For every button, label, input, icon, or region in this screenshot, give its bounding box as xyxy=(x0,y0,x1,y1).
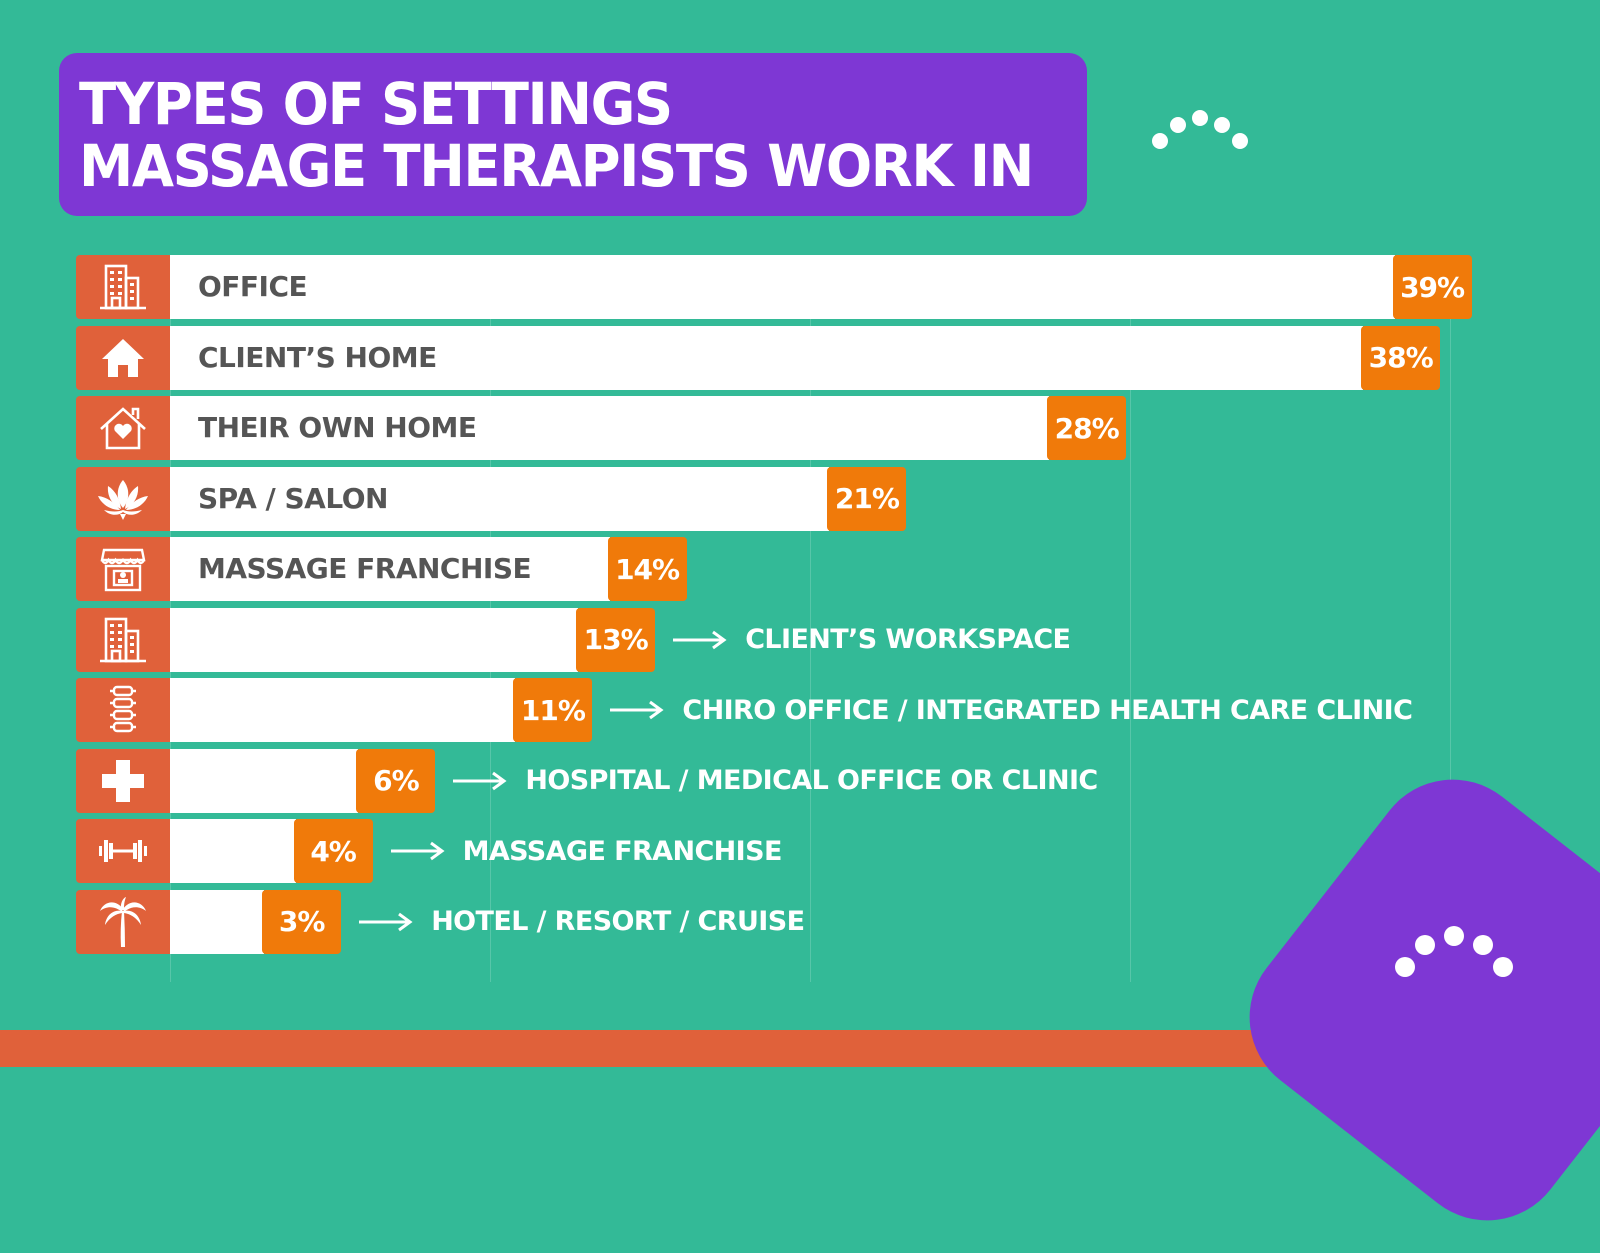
bar-label: CLIENT’S HOME xyxy=(198,340,437,374)
dumbbell-icon xyxy=(99,840,147,862)
arrow-right-icon xyxy=(673,630,727,649)
home-icon xyxy=(102,338,144,377)
value-badge: 39% xyxy=(1392,255,1472,319)
bar-label: THEIR OWN HOME xyxy=(198,411,477,444)
annotation-label: MASSAGE FRANCHISE xyxy=(462,835,783,867)
bar-label: SPA / SALON xyxy=(198,481,388,515)
row-icon-box xyxy=(76,255,170,319)
bar-label: MASSAGE FRANCHISE xyxy=(198,552,532,585)
storefront-icon xyxy=(100,548,146,592)
title-line-1: TYPES OF SETTINGS xyxy=(79,70,673,138)
lotus-icon xyxy=(98,479,148,520)
bar xyxy=(170,889,265,954)
decorative-corner-shape xyxy=(1217,747,1600,1253)
arrow-right-icon xyxy=(453,771,507,790)
heart-home-icon xyxy=(100,407,146,450)
medical-cross-icon xyxy=(102,759,144,802)
title-banner: TYPES OF SETTINGS MASSAGE THERAPISTS WOR… xyxy=(59,53,1087,216)
gridline xyxy=(810,262,811,982)
annotation: HOSPITAL / MEDICAL OFFICE OR CLINIC xyxy=(453,749,1098,813)
bar: THEIR OWN HOME xyxy=(170,396,1050,460)
bar-label: OFFICE xyxy=(198,270,308,303)
annotation: CHIRO OFFICE / INTEGRATED HEALTH CARE CL… xyxy=(610,678,1413,742)
value-badge: 38% xyxy=(1361,325,1441,390)
annotation-label: CLIENT’S WORKSPACE xyxy=(745,624,1071,655)
bar xyxy=(170,748,359,813)
bar xyxy=(170,819,296,883)
title-line-2: MASSAGE THERAPISTS WORK IN xyxy=(79,132,1034,200)
value-badge: 21% xyxy=(827,466,907,531)
annotation-label: HOSPITAL / MEDICAL OFFICE OR CLINIC xyxy=(525,765,1098,796)
row-icon-box xyxy=(76,466,170,531)
bar xyxy=(170,607,579,672)
value-badge: 13% xyxy=(576,607,656,672)
row-icon-box xyxy=(76,325,170,390)
value-badge: 28% xyxy=(1047,396,1127,460)
value-badge: 3% xyxy=(262,889,342,954)
row-icon-box xyxy=(76,819,170,883)
annotation-label: HOTEL / RESORT / CRUISE xyxy=(431,906,805,937)
annotation-label: CHIRO OFFICE / INTEGRATED HEALTH CARE CL… xyxy=(682,694,1413,726)
arrow-right-icon xyxy=(359,912,413,931)
arrow-right-icon xyxy=(610,700,664,720)
row-icon-box xyxy=(76,748,170,813)
office-building-icon xyxy=(100,617,146,662)
bar: OFFICE xyxy=(170,255,1395,319)
arrow-right-icon xyxy=(390,841,445,861)
gridline xyxy=(1130,262,1131,982)
value-badge: 6% xyxy=(356,748,436,813)
bar: SPA / SALON xyxy=(170,466,830,531)
row-icon-box xyxy=(76,537,170,601)
row-icon-box xyxy=(76,396,170,460)
gridline xyxy=(1450,262,1451,982)
value-badge: 14% xyxy=(607,537,687,601)
row-icon-box xyxy=(76,678,170,742)
value-badge: 4% xyxy=(293,819,373,883)
bar: CLIENT’S HOME xyxy=(170,325,1364,390)
office-building-icon xyxy=(100,264,146,310)
value-badge: 11% xyxy=(513,678,593,742)
palm-tree-icon xyxy=(100,896,146,947)
bar: MASSAGE FRANCHISE xyxy=(170,537,610,601)
row-icon-box xyxy=(76,889,170,954)
annotation: MASSAGE FRANCHISE xyxy=(390,819,783,883)
annotation: HOTEL / RESORT / CRUISE xyxy=(359,890,805,954)
annotation: CLIENT’S WORKSPACE xyxy=(673,608,1071,672)
bar xyxy=(170,678,516,742)
row-icon-box xyxy=(76,607,170,672)
spine-icon xyxy=(110,685,136,733)
